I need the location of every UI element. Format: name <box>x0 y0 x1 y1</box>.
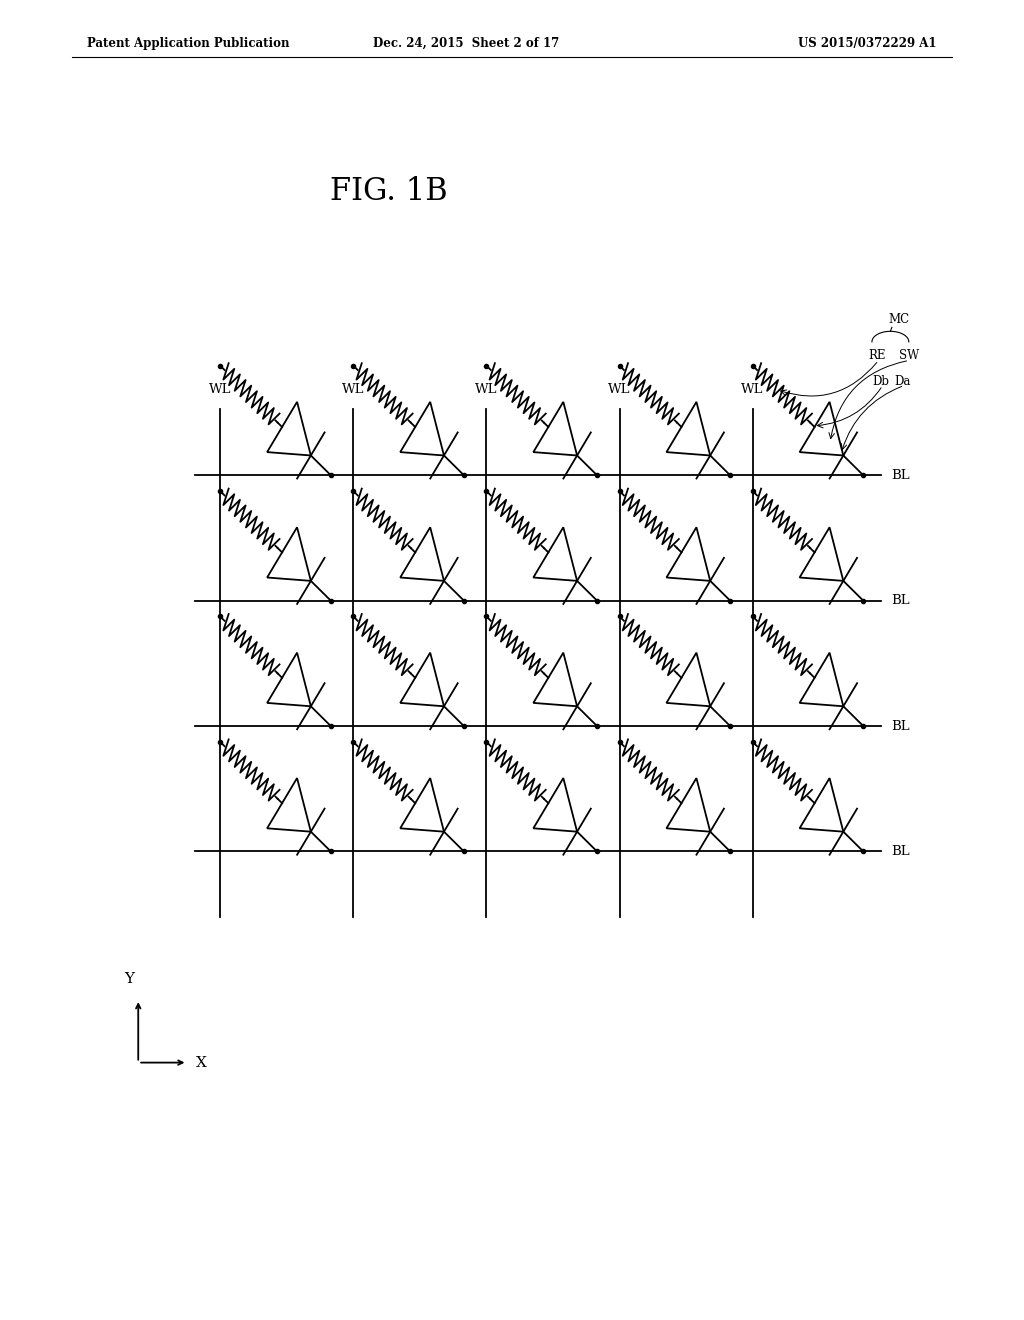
Text: SW: SW <box>899 348 920 362</box>
Text: BL: BL <box>891 594 909 607</box>
Text: BL: BL <box>891 845 909 858</box>
Text: WL: WL <box>475 383 498 396</box>
Text: Y: Y <box>124 972 134 986</box>
Text: WL: WL <box>608 383 631 396</box>
Text: X: X <box>196 1056 207 1069</box>
Text: BL: BL <box>891 719 909 733</box>
Text: WL: WL <box>741 383 764 396</box>
Text: BL: BL <box>891 469 909 482</box>
Text: Db: Db <box>872 375 890 388</box>
Text: Patent Application Publication: Patent Application Publication <box>87 37 290 50</box>
Text: Da: Da <box>894 375 910 388</box>
Text: FIG. 1B: FIG. 1B <box>331 176 447 207</box>
Text: WL: WL <box>209 383 231 396</box>
Text: US 2015/0372229 A1: US 2015/0372229 A1 <box>799 37 937 50</box>
Text: RE: RE <box>868 348 886 362</box>
Text: Dec. 24, 2015  Sheet 2 of 17: Dec. 24, 2015 Sheet 2 of 17 <box>373 37 559 50</box>
Text: WL: WL <box>342 383 365 396</box>
Text: MC: MC <box>889 313 910 326</box>
